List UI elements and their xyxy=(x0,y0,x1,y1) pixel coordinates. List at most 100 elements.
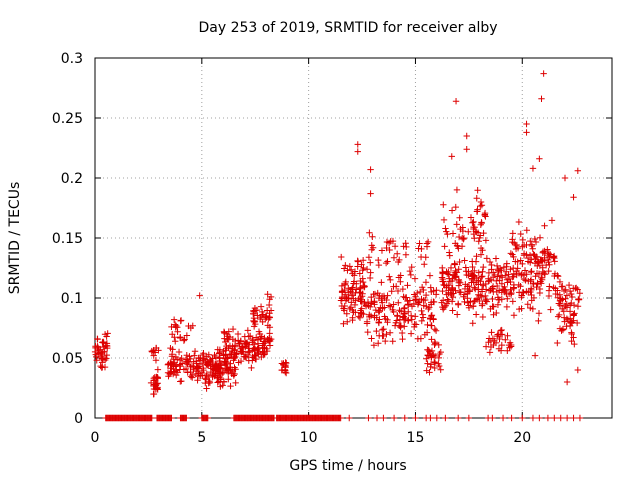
data-point xyxy=(382,259,390,267)
data-point xyxy=(517,257,524,264)
data-point xyxy=(167,344,174,352)
data-point xyxy=(401,304,408,312)
data-point xyxy=(381,304,388,311)
data-point xyxy=(194,364,201,371)
data-point xyxy=(535,310,543,317)
data-point xyxy=(390,254,398,261)
data-point xyxy=(342,278,349,286)
data-point xyxy=(364,328,371,336)
data-point xyxy=(354,263,361,270)
data-point xyxy=(545,267,552,275)
data-point xyxy=(556,278,564,286)
data-point xyxy=(370,342,378,349)
data-point xyxy=(439,275,446,283)
data-point xyxy=(357,284,364,291)
data-point xyxy=(563,315,571,322)
data-point xyxy=(510,270,518,278)
data-point xyxy=(504,332,511,339)
data-point xyxy=(568,319,575,326)
data-point xyxy=(479,268,486,275)
data-point xyxy=(340,320,347,327)
data-point xyxy=(469,303,477,310)
data-point xyxy=(259,348,266,355)
data-point xyxy=(498,341,505,349)
data-point xyxy=(499,285,507,293)
data-point xyxy=(554,272,561,279)
data-point xyxy=(448,207,456,214)
data-point xyxy=(222,347,229,354)
data-point xyxy=(356,270,363,277)
data-point xyxy=(171,368,178,375)
data-point xyxy=(574,167,582,174)
data-point xyxy=(380,414,387,422)
data-point xyxy=(97,346,104,353)
x-tick-label: 15 xyxy=(407,430,425,446)
data-point xyxy=(202,376,210,383)
data-point xyxy=(367,269,374,276)
data-point xyxy=(416,288,424,296)
data-point xyxy=(425,346,432,354)
data-point xyxy=(523,251,530,258)
data-point xyxy=(379,326,386,334)
data-point xyxy=(547,306,554,313)
data-point xyxy=(568,329,575,336)
data-point xyxy=(541,247,548,255)
data-point xyxy=(395,299,402,306)
data-point xyxy=(388,288,395,295)
data-point xyxy=(340,265,348,272)
data-point xyxy=(560,287,568,295)
data-point xyxy=(568,293,576,301)
data-point xyxy=(558,283,565,290)
x-tick-label: 20 xyxy=(513,430,531,446)
data-point xyxy=(474,229,482,236)
data-point xyxy=(454,311,461,318)
data-point xyxy=(570,285,577,292)
data-point xyxy=(478,219,485,227)
data-point xyxy=(97,352,105,360)
data-point xyxy=(178,355,185,362)
data-point xyxy=(509,230,517,237)
data-point xyxy=(506,344,513,351)
data-point xyxy=(262,315,269,323)
data-point xyxy=(350,295,357,302)
data-point xyxy=(562,302,569,310)
data-point xyxy=(528,286,535,294)
data-point xyxy=(470,225,477,233)
data-point xyxy=(356,314,364,321)
data-point xyxy=(172,338,179,345)
data-point xyxy=(483,255,491,262)
data-point xyxy=(357,294,364,302)
data-point xyxy=(499,414,507,422)
data-point xyxy=(361,283,368,290)
data-point xyxy=(224,366,232,373)
data-point xyxy=(249,347,256,354)
data-point xyxy=(546,283,553,290)
data-point xyxy=(265,301,273,309)
data-points xyxy=(91,70,584,422)
data-point xyxy=(426,272,434,279)
data-point xyxy=(254,350,262,357)
data-point xyxy=(347,266,355,273)
data-point xyxy=(379,332,386,340)
data-point xyxy=(368,335,375,342)
data-point xyxy=(98,355,106,363)
data-point xyxy=(475,238,482,245)
data-point xyxy=(359,290,366,298)
data-point xyxy=(172,371,180,379)
data-point xyxy=(396,307,403,314)
data-point xyxy=(428,353,435,360)
data-point xyxy=(181,336,188,343)
data-point xyxy=(533,283,540,291)
data-point xyxy=(479,247,486,254)
data-point xyxy=(496,277,503,284)
data-point xyxy=(467,298,474,305)
data-point xyxy=(423,355,430,362)
data-point xyxy=(427,301,435,308)
data-point xyxy=(174,328,181,335)
x-axis-label: GPS time / hours xyxy=(289,458,406,474)
data-point xyxy=(508,414,515,422)
data-point xyxy=(422,278,430,286)
data-point xyxy=(361,300,368,308)
data-point xyxy=(260,338,268,345)
data-point xyxy=(432,327,440,334)
